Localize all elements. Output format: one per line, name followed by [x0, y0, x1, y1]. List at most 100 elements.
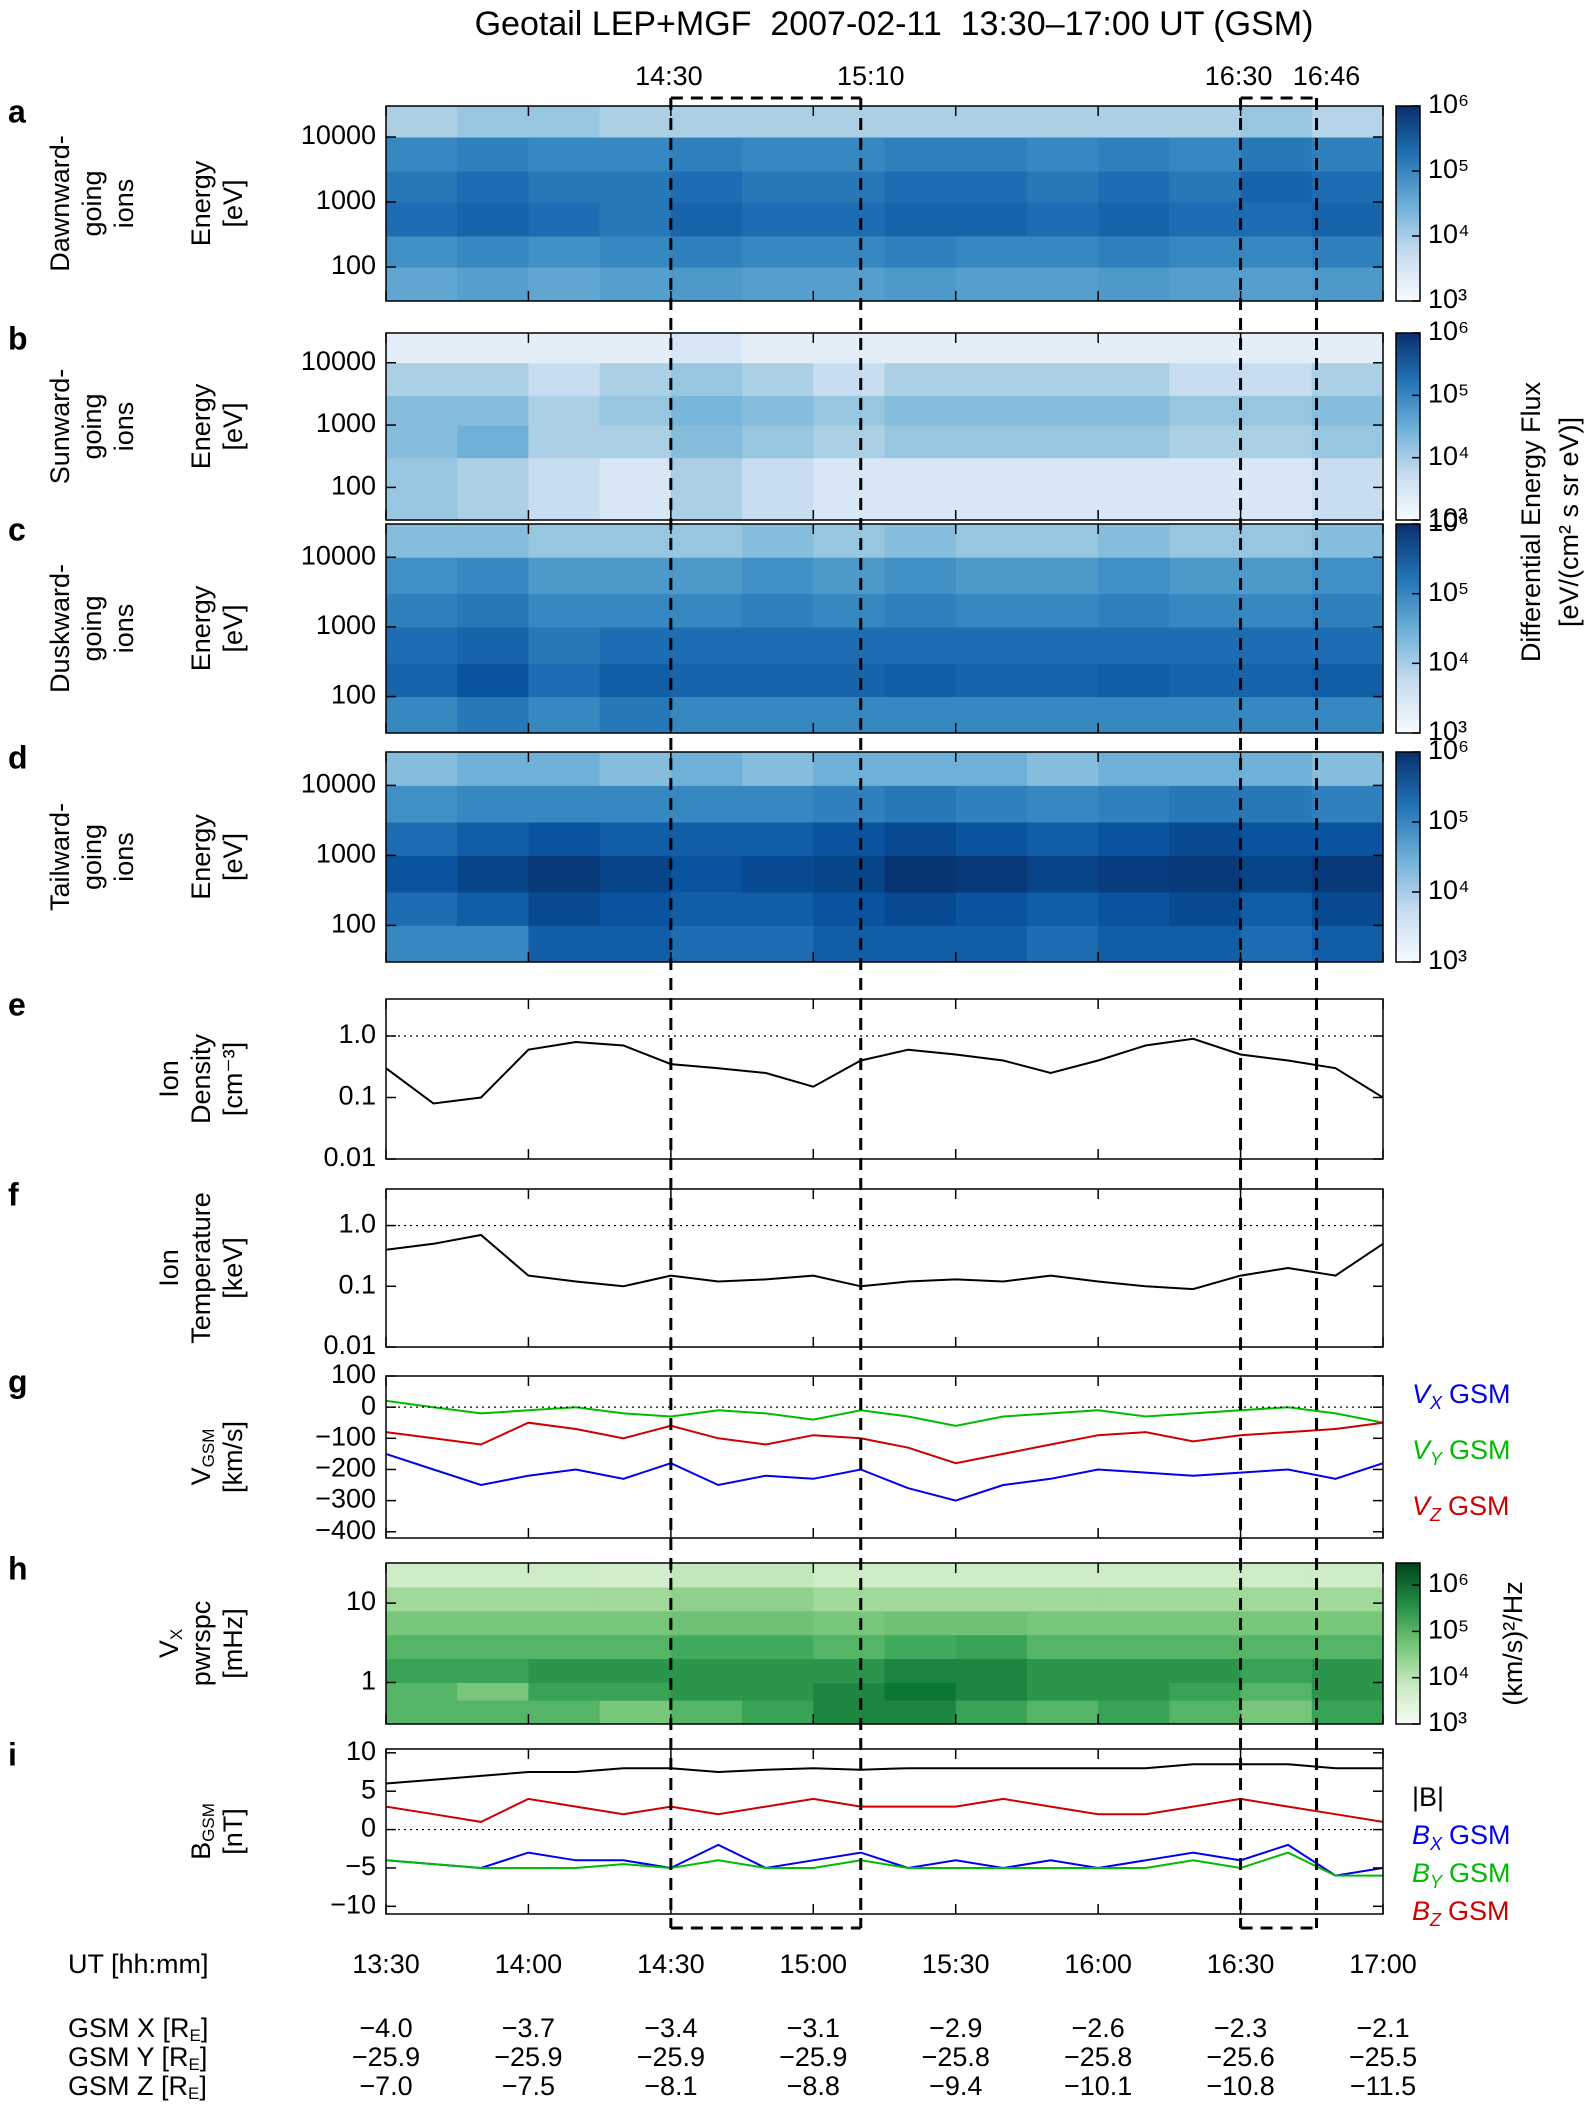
heat-cell [599, 487, 672, 520]
heat-cell [742, 457, 814, 488]
panel: 0.01 0.1 1.0 f Ion Temperature [keV] [8, 1176, 1384, 1360]
panel-frame [385, 998, 1384, 1160]
heat-cell [1026, 1586, 1099, 1612]
heat-cell [1026, 267, 1099, 301]
heat-cell [884, 752, 957, 786]
colorbar-tick-label: 10⁶ [1428, 316, 1469, 346]
heat-cell [955, 1634, 1028, 1660]
heat-cell [457, 1586, 529, 1612]
y-tick-label: 0.01 [323, 1330, 376, 1360]
heat-cell [813, 752, 885, 786]
heat-cell [1240, 892, 1313, 926]
series-line [386, 1399, 1383, 1427]
heat-cell [884, 593, 957, 628]
heat-cell [457, 202, 529, 237]
y-axis-label-sub: GSM [199, 1803, 218, 1842]
y-axis-label-text: V [154, 1640, 184, 1658]
heat-cell [1240, 487, 1313, 520]
heat-cell [670, 524, 743, 558]
heat-cell [1311, 892, 1383, 926]
heat-cell [1311, 333, 1383, 364]
heat-cell [599, 822, 672, 856]
y-axis-label: [nT] [218, 1808, 248, 1855]
heat-cell [386, 333, 458, 364]
heat-cell [813, 457, 885, 488]
heat-cell [599, 593, 672, 628]
heat-cell [813, 1700, 885, 1724]
heat-cell [884, 925, 957, 962]
heat-cell [1240, 333, 1313, 364]
y-tick-label: 1.0 [338, 1019, 376, 1049]
heat-cell [599, 425, 672, 459]
heat-cell [813, 395, 885, 426]
heat-cell [599, 1682, 672, 1701]
heat-cell [457, 137, 529, 172]
heat-cell [955, 395, 1028, 426]
heat-cell [1240, 593, 1313, 628]
heat-cell [955, 557, 1028, 595]
heat-cell [528, 663, 601, 698]
y-axis-label: Ion [154, 1249, 184, 1287]
heat-cell [1311, 752, 1383, 786]
heat-cell [1169, 663, 1242, 698]
heat-cell [884, 524, 957, 558]
heat-cell [1311, 663, 1383, 698]
heat-cell [599, 362, 672, 396]
heat-cell [1169, 557, 1242, 595]
heat-cell [1240, 1634, 1313, 1660]
heat-cell [742, 395, 814, 426]
heat-cell [742, 524, 814, 558]
heat-cell [528, 1586, 601, 1612]
heat-cell [670, 855, 743, 893]
y-tick-label: 100 [331, 471, 376, 501]
plot-area [386, 106, 1383, 301]
panel-frame [385, 523, 1384, 734]
heat-cell [955, 1563, 1028, 1588]
y-axis-label-text: Temperature [186, 1192, 216, 1344]
heat-cell [528, 925, 601, 962]
heat-cell [599, 925, 672, 962]
ephemeris-value: −4.0 [359, 2013, 412, 2043]
y-tick-label: −400 [315, 1515, 376, 1545]
heat-cell [955, 785, 1028, 823]
heat-cell [742, 267, 814, 301]
y-axis-label: [eV] [218, 402, 248, 450]
heat-cell [670, 752, 743, 786]
heat-cell [386, 892, 458, 926]
y-tick-label: −300 [315, 1484, 376, 1514]
y-axis-label: Energy [186, 814, 216, 900]
heat-cell [457, 1682, 529, 1701]
ephemeris-value: −3.4 [644, 2013, 697, 2043]
heat-cell [742, 822, 814, 856]
heat-cell [1311, 557, 1383, 595]
heat-cell [884, 362, 957, 396]
heat-cell [884, 267, 957, 301]
heat-cell [1311, 457, 1383, 488]
plot-area [386, 752, 1383, 962]
heat-cell [670, 663, 743, 698]
heat-cell [670, 1634, 743, 1660]
heat-cell [1240, 524, 1313, 558]
heat-cell [670, 1610, 743, 1636]
heat-cell [599, 106, 672, 138]
heat-cell [884, 106, 957, 138]
heat-cell [670, 333, 743, 364]
colorbar [1395, 1562, 1421, 1725]
x-tick-label: 13:30 [352, 1949, 420, 1979]
heat-cell [670, 425, 743, 459]
heat-cell [670, 137, 743, 172]
heat-cell [670, 626, 743, 664]
panel-letter: g [8, 1363, 28, 1399]
ephemeris-label-text: GSM Y [R [68, 2042, 189, 2072]
heat-cell [386, 1563, 458, 1588]
heat-cell [1311, 1634, 1383, 1660]
heat-cell [813, 362, 885, 396]
ion-label: going [77, 595, 107, 661]
heat-cell [1026, 202, 1099, 237]
heat-cell [1240, 1658, 1313, 1683]
heat-cell [528, 1563, 601, 1588]
y-tick-label: 100 [331, 909, 376, 939]
event-label: 16:30 [1205, 61, 1273, 91]
heat-cell [955, 425, 1028, 459]
ephemeris-value: −7.5 [502, 2071, 555, 2101]
